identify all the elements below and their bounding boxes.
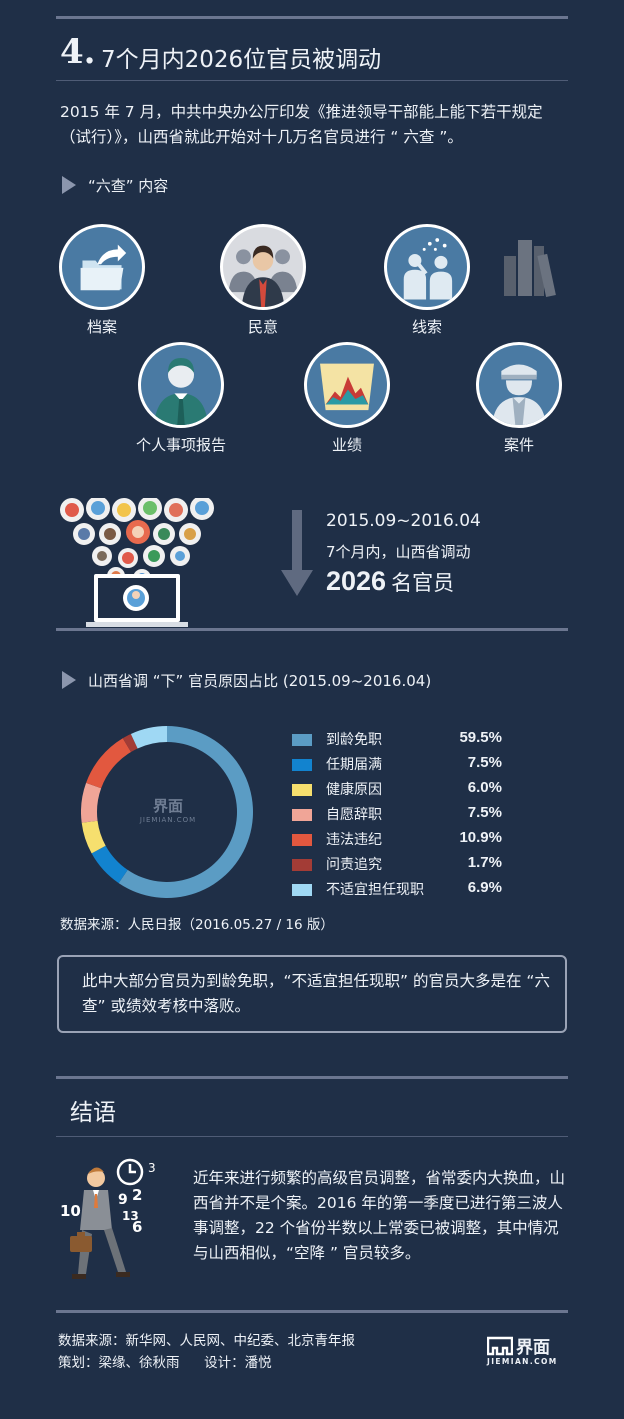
top-divider xyxy=(56,16,568,19)
section-marker-icon xyxy=(62,671,76,689)
credits-source: 数据来源：新华网、人民网、中纪委、北京青年报 xyxy=(58,1333,355,1349)
legend-item: 问责追究 1.7% xyxy=(292,854,502,876)
credits: 数据来源：新华网、人民网、中纪委、北京青年报 策划：梁缘、徐秋雨 设计：潘悦 xyxy=(58,1330,355,1374)
section-title: 7个月内2026位官员被调动 xyxy=(101,47,382,73)
donut-slice-1 xyxy=(118,726,253,898)
donut-slice-7 xyxy=(130,726,167,749)
svg-text:3: 3 xyxy=(148,1161,156,1175)
check-label-clues: 线索 xyxy=(411,318,442,336)
logo-name: 界面 xyxy=(516,1338,550,1358)
legend-swatch xyxy=(292,784,312,796)
legend-label: 任期届满 xyxy=(326,757,382,773)
section-number: 4. xyxy=(60,32,96,72)
legend-value: 10.9% xyxy=(459,829,502,846)
legend-label: 违法违纪 xyxy=(326,832,382,848)
legend-label: 健康原因 xyxy=(326,782,382,798)
chart-watermark: 界面 JIEMIAN.COM xyxy=(127,795,209,824)
legend-swatch xyxy=(292,834,312,846)
legend-swatch xyxy=(292,809,312,821)
legend-label: 到龄免职 xyxy=(326,732,382,748)
note-box xyxy=(57,955,567,1033)
credits-design: 设计：潘悦 xyxy=(204,1355,272,1371)
period-line: 7个月内，山西省调动 xyxy=(326,543,471,561)
conclusion-text: 近年来进行频繁的高级官员调整，省常委内大换血，山西省并不是个案。2016 年的第… xyxy=(193,1169,566,1262)
period-unit: 名官员 xyxy=(391,571,455,595)
legend-item: 自愿辞职 7.5% xyxy=(292,804,502,826)
donut-slice-4 xyxy=(81,782,102,823)
people-illustration xyxy=(60,498,214,627)
legend-item: 到龄免职 59.5% xyxy=(292,729,502,751)
donut-slice-5 xyxy=(86,738,131,789)
legend-item: 违法违纪 10.9% xyxy=(292,829,502,851)
watermark-name: 界面 xyxy=(152,797,183,815)
legend-value: 6.0% xyxy=(467,779,502,796)
official-icon xyxy=(138,342,224,428)
conclusion-underline xyxy=(56,1136,568,1137)
police-icon xyxy=(476,342,562,428)
intro-paragraph: 2015 年 7 月，中共中央办公厅印发《推进领导干部能上能下若干规定（试行）》… xyxy=(60,103,543,146)
jiemian-logo: 界面 JIEMIAN.COM xyxy=(487,1334,567,1368)
watermark-site: JIEMIAN.COM xyxy=(139,816,197,824)
legend-value: 1.7% xyxy=(467,854,502,871)
legend-label: 问责追究 xyxy=(326,857,382,873)
reasons-donut-chart xyxy=(81,726,253,898)
legend-label: 自愿辞职 xyxy=(326,807,382,823)
legend-value: 7.5% xyxy=(467,754,502,771)
check-label-public-opinion: 民意 xyxy=(247,318,278,336)
businessman-clock-icon: 3 10 9 2 13 6 xyxy=(60,1158,156,1279)
credits-staff: 策划：梁缘、徐秋雨 设计：潘悦 xyxy=(58,1352,355,1374)
section-marker-icon xyxy=(62,176,76,194)
donut-slice-2 xyxy=(91,845,128,884)
legend-item: 任期届满 7.5% xyxy=(292,754,502,776)
svg-text:10: 10 xyxy=(60,1202,81,1220)
clue-icon xyxy=(384,224,470,310)
conclusion-title: 结语 xyxy=(70,1100,116,1126)
folder-icon xyxy=(59,224,145,310)
period-range: 2015.09~2016.04 xyxy=(326,511,481,531)
crowd-icon xyxy=(220,224,306,310)
legend-label: 不适宜担任现职 xyxy=(326,882,424,898)
conclusion-divider xyxy=(56,1076,568,1079)
svg-text:6: 6 xyxy=(132,1218,142,1236)
legend-item: 健康原因 6.0% xyxy=(292,779,502,801)
middle-divider xyxy=(56,628,568,631)
period-total: 2026 名官员 xyxy=(326,566,454,597)
check-label-archive: 档案 xyxy=(86,318,117,336)
svg-text:9: 9 xyxy=(118,1192,128,1208)
note-text: 此中大部分官员为到龄免职，“不适宜担任现职” 的官员大多是在 “六查” 或绩效考… xyxy=(82,972,550,1015)
six-checks-heading: “六查” 内容 xyxy=(88,177,169,195)
books-icon xyxy=(504,240,556,298)
svg-text:2: 2 xyxy=(132,1186,142,1204)
logo-site: JIEMIAN.COM xyxy=(487,1357,558,1366)
legend-swatch xyxy=(292,859,312,871)
period-number: 2026 xyxy=(326,566,387,596)
donut-slice-3 xyxy=(81,820,106,854)
title-underline xyxy=(56,80,568,81)
legend-swatch xyxy=(292,884,312,896)
footer-divider xyxy=(56,1310,568,1313)
jiemian-logo-mark-icon xyxy=(487,1336,513,1356)
donut-slice-6 xyxy=(122,733,138,752)
chart-source: 数据来源：人民日报（2016.05.27 / 16 版） xyxy=(60,917,334,933)
legend-swatch xyxy=(292,734,312,746)
legend-swatch xyxy=(292,759,312,771)
down-arrow-icon xyxy=(281,510,313,596)
reasons-heading: 山西省调 “下” 官员原因占比 (2015.09~2016.04) xyxy=(88,672,432,690)
legend-value: 7.5% xyxy=(467,804,502,821)
credits-planning: 策划：梁缘、徐秋雨 xyxy=(58,1355,180,1371)
legend-item: 不适宜担任现职 6.9% xyxy=(292,879,502,901)
check-label-personal-report: 个人事项报告 xyxy=(135,436,226,454)
performance-chart-icon xyxy=(304,342,390,428)
check-label-cases: 案件 xyxy=(503,436,534,454)
check-label-performance: 业绩 xyxy=(331,436,362,454)
legend-value: 59.5% xyxy=(459,729,502,746)
legend-value: 6.9% xyxy=(467,879,502,896)
svg-text:13: 13 xyxy=(122,1209,139,1223)
